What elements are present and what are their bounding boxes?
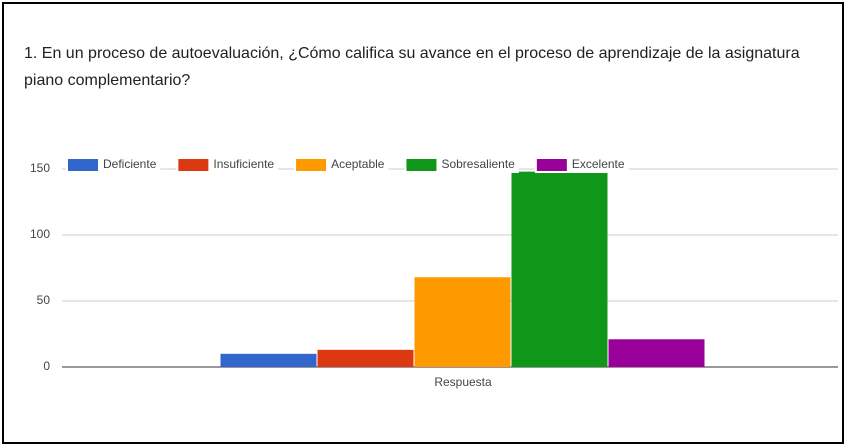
card xyxy=(2,2,844,444)
y-tick-label: 50 xyxy=(37,293,51,307)
legend-swatch xyxy=(536,159,567,171)
x-tick-label: Respuesta xyxy=(434,375,492,389)
legend-swatch xyxy=(296,159,327,171)
legend-swatch xyxy=(406,159,437,171)
legend-swatch xyxy=(178,159,209,171)
legend-label: Aceptable xyxy=(331,157,385,171)
y-tick-label: 0 xyxy=(43,359,50,373)
legend-label: Sobresaliente xyxy=(441,157,515,171)
legend-label: Insuficiente xyxy=(213,157,274,171)
bar xyxy=(220,353,317,367)
chart-title: 1. En un proceso de autoevaluación, ¿Cóm… xyxy=(24,45,800,89)
legend-label: Excelente xyxy=(572,157,625,171)
bar xyxy=(608,339,705,367)
y-tick-label: 150 xyxy=(30,161,50,175)
bar xyxy=(414,277,511,367)
legend-swatch xyxy=(68,159,98,171)
y-tick-label: 100 xyxy=(30,227,50,241)
bar xyxy=(511,171,608,367)
bar xyxy=(317,349,414,367)
legend-label: Deficiente xyxy=(103,157,157,171)
